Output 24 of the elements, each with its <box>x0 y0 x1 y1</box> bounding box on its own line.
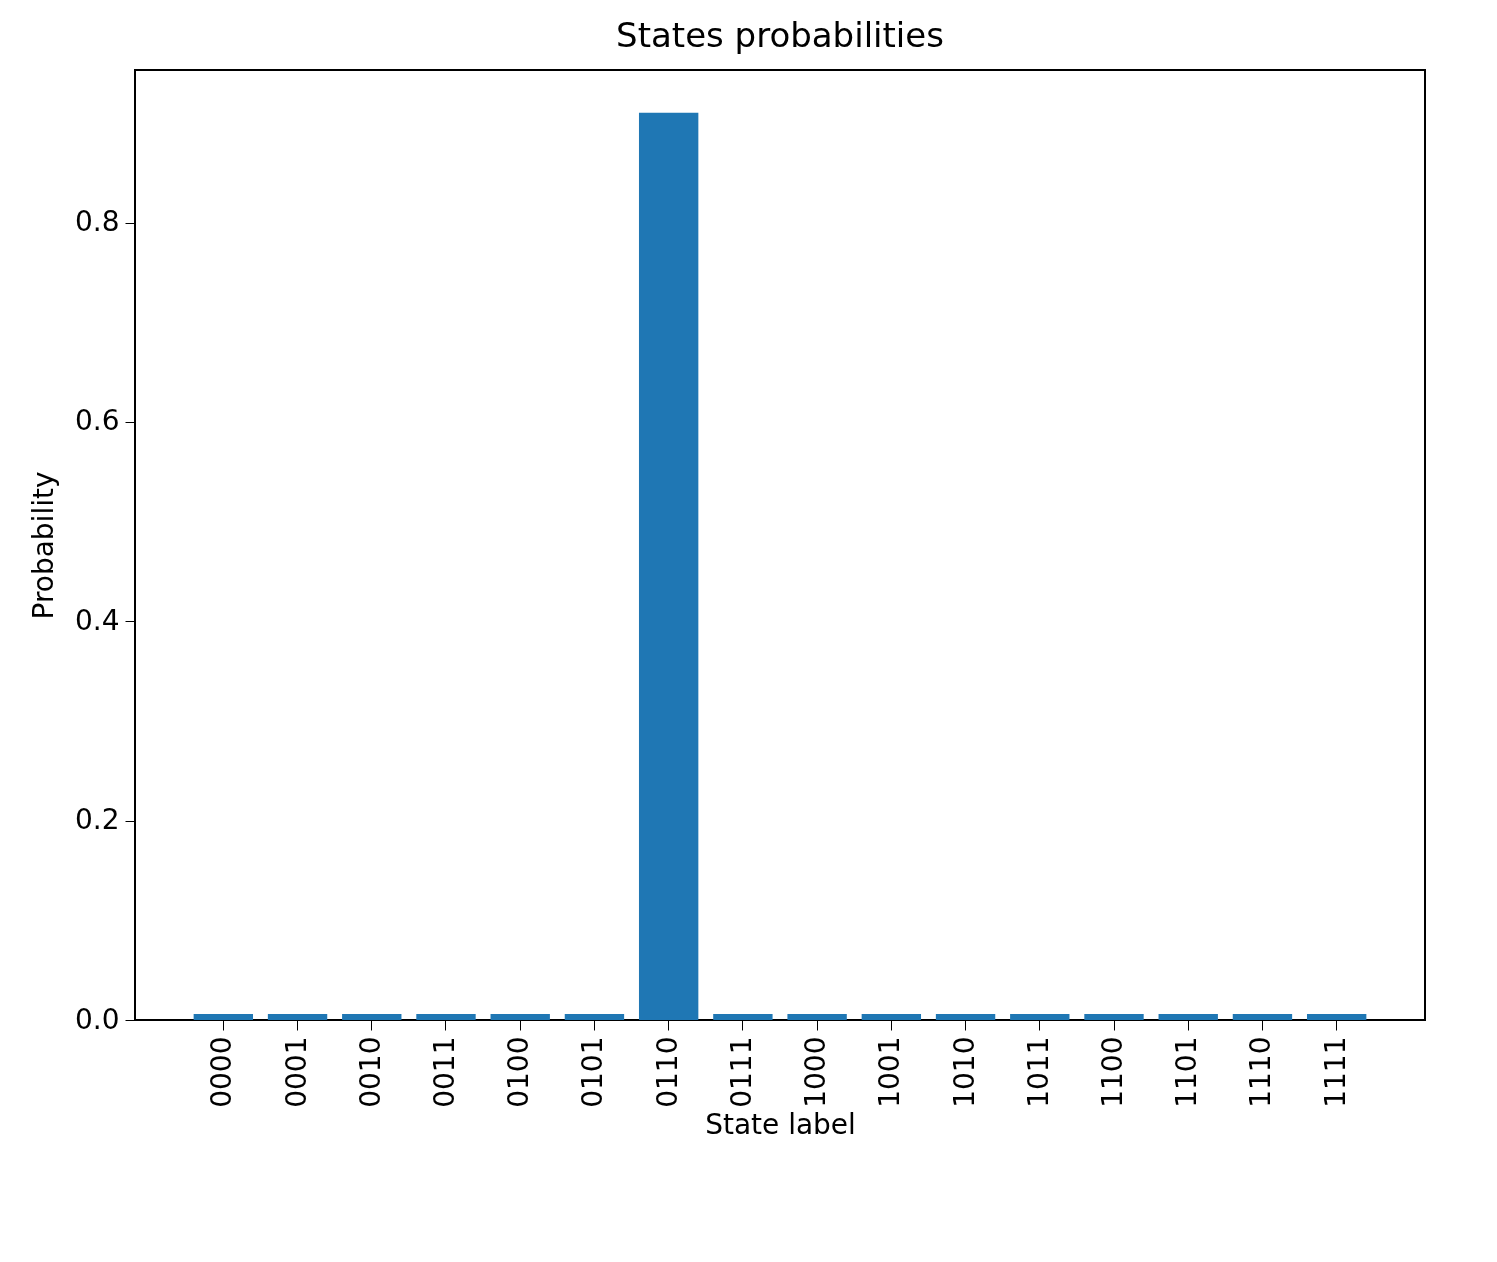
x-axis-title: State label <box>705 1107 856 1141</box>
x-tick-label: 1111 <box>1318 1036 1352 1108</box>
x-tick-label: 1100 <box>1096 1036 1129 1108</box>
x-tick-label: 0001 <box>279 1036 313 1108</box>
y-tick-label: 0.6 <box>74 404 120 438</box>
y-tick-label: 0.8 <box>74 205 120 239</box>
x-tick-label: 1110 <box>1244 1036 1278 1108</box>
x-tick-label: 0101 <box>576 1036 610 1108</box>
y-tick-label: 0.4 <box>74 603 120 637</box>
chart-title: States probabilities <box>616 15 944 55</box>
x-tick-label: 0100 <box>502 1036 536 1108</box>
x-tick-label: 0110 <box>650 1036 684 1108</box>
x-tick-label: 1000 <box>799 1036 833 1108</box>
y-tick-label: 0.0 <box>74 1002 120 1036</box>
x-tick-label: 1011 <box>1021 1036 1055 1108</box>
x-tick-label: 0111 <box>724 1036 758 1108</box>
x-tick-label: 1001 <box>873 1036 907 1108</box>
x-tick-label: 0011 <box>428 1036 461 1108</box>
y-tick-label: 0.2 <box>74 803 120 837</box>
y-axis-title: Probability <box>26 471 60 620</box>
x-tick-label: 0000 <box>205 1036 239 1108</box>
x-tick-label: 1010 <box>947 1036 981 1108</box>
x-tick-label: 1101 <box>1170 1036 1204 1108</box>
x-tick-label: 0010 <box>353 1036 387 1108</box>
